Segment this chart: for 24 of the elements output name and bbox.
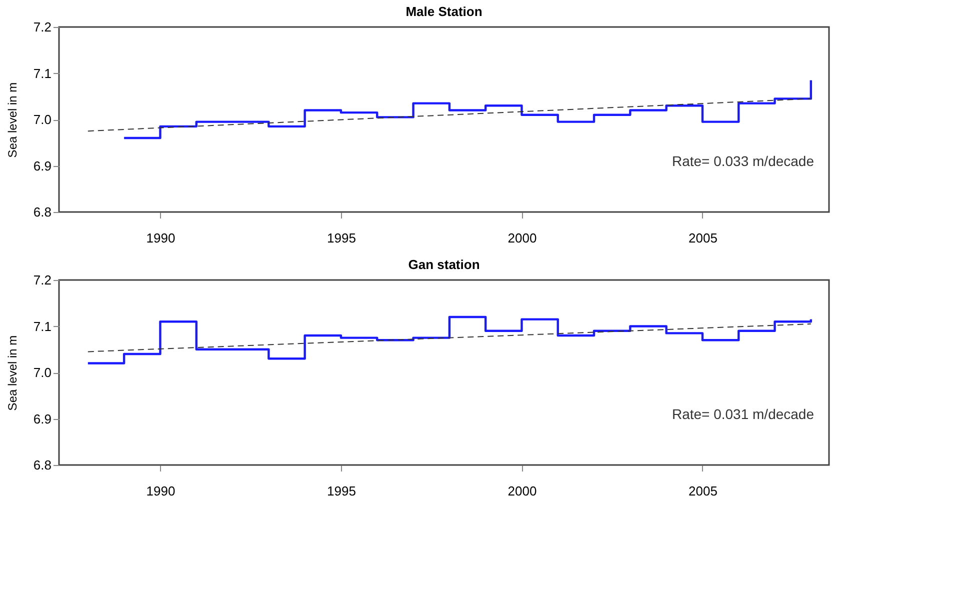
y-tick-label: 6.8	[33, 458, 52, 472]
chart-title: Male Station	[406, 4, 482, 19]
x-tick-label: 1990	[146, 230, 176, 246]
chart-title: Gan station	[408, 257, 480, 272]
y-tick-label: 6.8	[33, 204, 52, 220]
y-tick-label: 7.0	[33, 365, 52, 380]
x-tick-label: 2000	[508, 484, 537, 498]
y-tick-label: 7.2	[33, 20, 52, 34]
x-tick-label: 1995	[327, 484, 356, 498]
y-tick-label: 6.9	[33, 158, 52, 174]
y-axis-title: Sea level in m	[5, 82, 20, 158]
y-axis-title: Sea level in m	[5, 335, 20, 411]
x-tick-label: 2000	[508, 230, 537, 246]
x-tick-label: 1990	[146, 484, 176, 498]
y-tick-label: 7.1	[33, 318, 52, 334]
y-tick-label: 7.0	[33, 112, 52, 127]
x-tick-label: 1995	[327, 230, 356, 246]
annotation: Rate= 0.031 m/decade	[672, 406, 814, 422]
x-tick-label: 2005	[688, 230, 718, 246]
annotation: Rate= 0.033 m/decade	[672, 153, 814, 170]
y-tick-label: 7.2	[33, 272, 52, 288]
x-tick-label: 2005	[688, 484, 718, 498]
y-tick-label: 6.9	[33, 411, 52, 426]
y-tick-label: 7.1	[33, 66, 52, 81]
